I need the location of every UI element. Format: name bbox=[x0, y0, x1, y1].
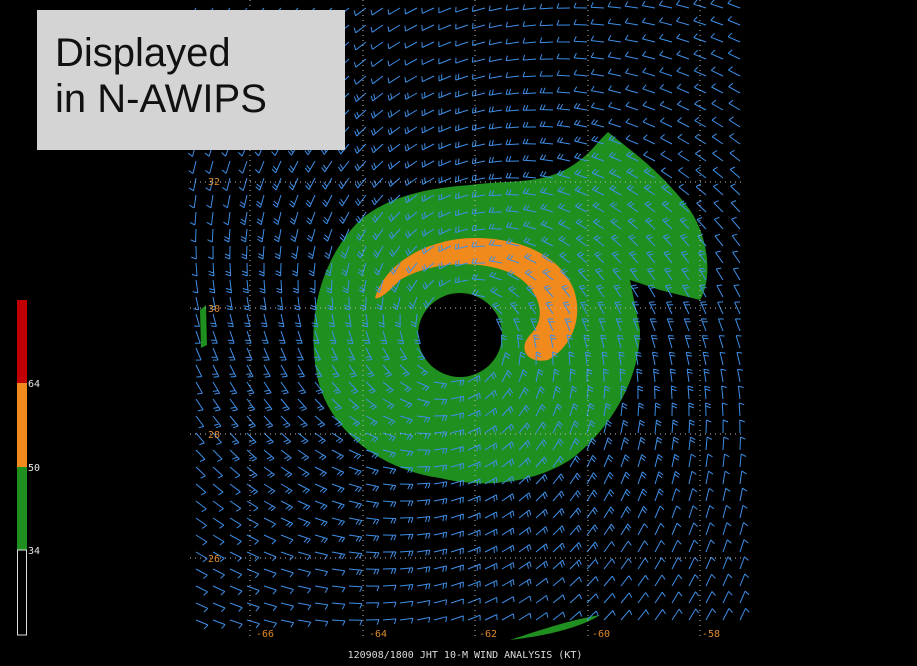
lat-label: 26 bbox=[208, 554, 220, 565]
legend-label: 50 bbox=[28, 463, 40, 474]
overlay-line: in N-AWIPS bbox=[55, 76, 345, 122]
lon-label: -60 bbox=[592, 629, 610, 640]
lat-label: 30 bbox=[208, 304, 220, 315]
overlay-line: Displayed bbox=[55, 30, 345, 76]
legend-swatch bbox=[17, 300, 27, 383]
screen: 32 30 28 26 -66 -64 -62 -60 -58 64 50 34… bbox=[0, 0, 917, 666]
legend-swatch bbox=[17, 383, 27, 467]
overlay-box: Displayed in N-AWIPS bbox=[37, 10, 345, 150]
lat-label: 32 bbox=[208, 177, 220, 188]
legend-label: 64 bbox=[28, 379, 40, 390]
eye bbox=[418, 293, 502, 377]
legend-label: 34 bbox=[28, 546, 40, 557]
lat-label: 28 bbox=[208, 430, 220, 441]
legend: 64 50 34 bbox=[17, 300, 40, 635]
lon-label: -64 bbox=[369, 629, 387, 640]
footer: 120908/1800 JHT 10-M WIND ANALYSIS (KT) bbox=[348, 650, 583, 661]
legend-swatch bbox=[17, 467, 27, 550]
map-background bbox=[200, 132, 707, 640]
lon-label: -62 bbox=[479, 629, 497, 640]
wind-34kt-area bbox=[200, 305, 207, 348]
lon-label: -66 bbox=[256, 629, 274, 640]
lon-label: -58 bbox=[702, 629, 720, 640]
legend-swatch bbox=[18, 550, 27, 635]
